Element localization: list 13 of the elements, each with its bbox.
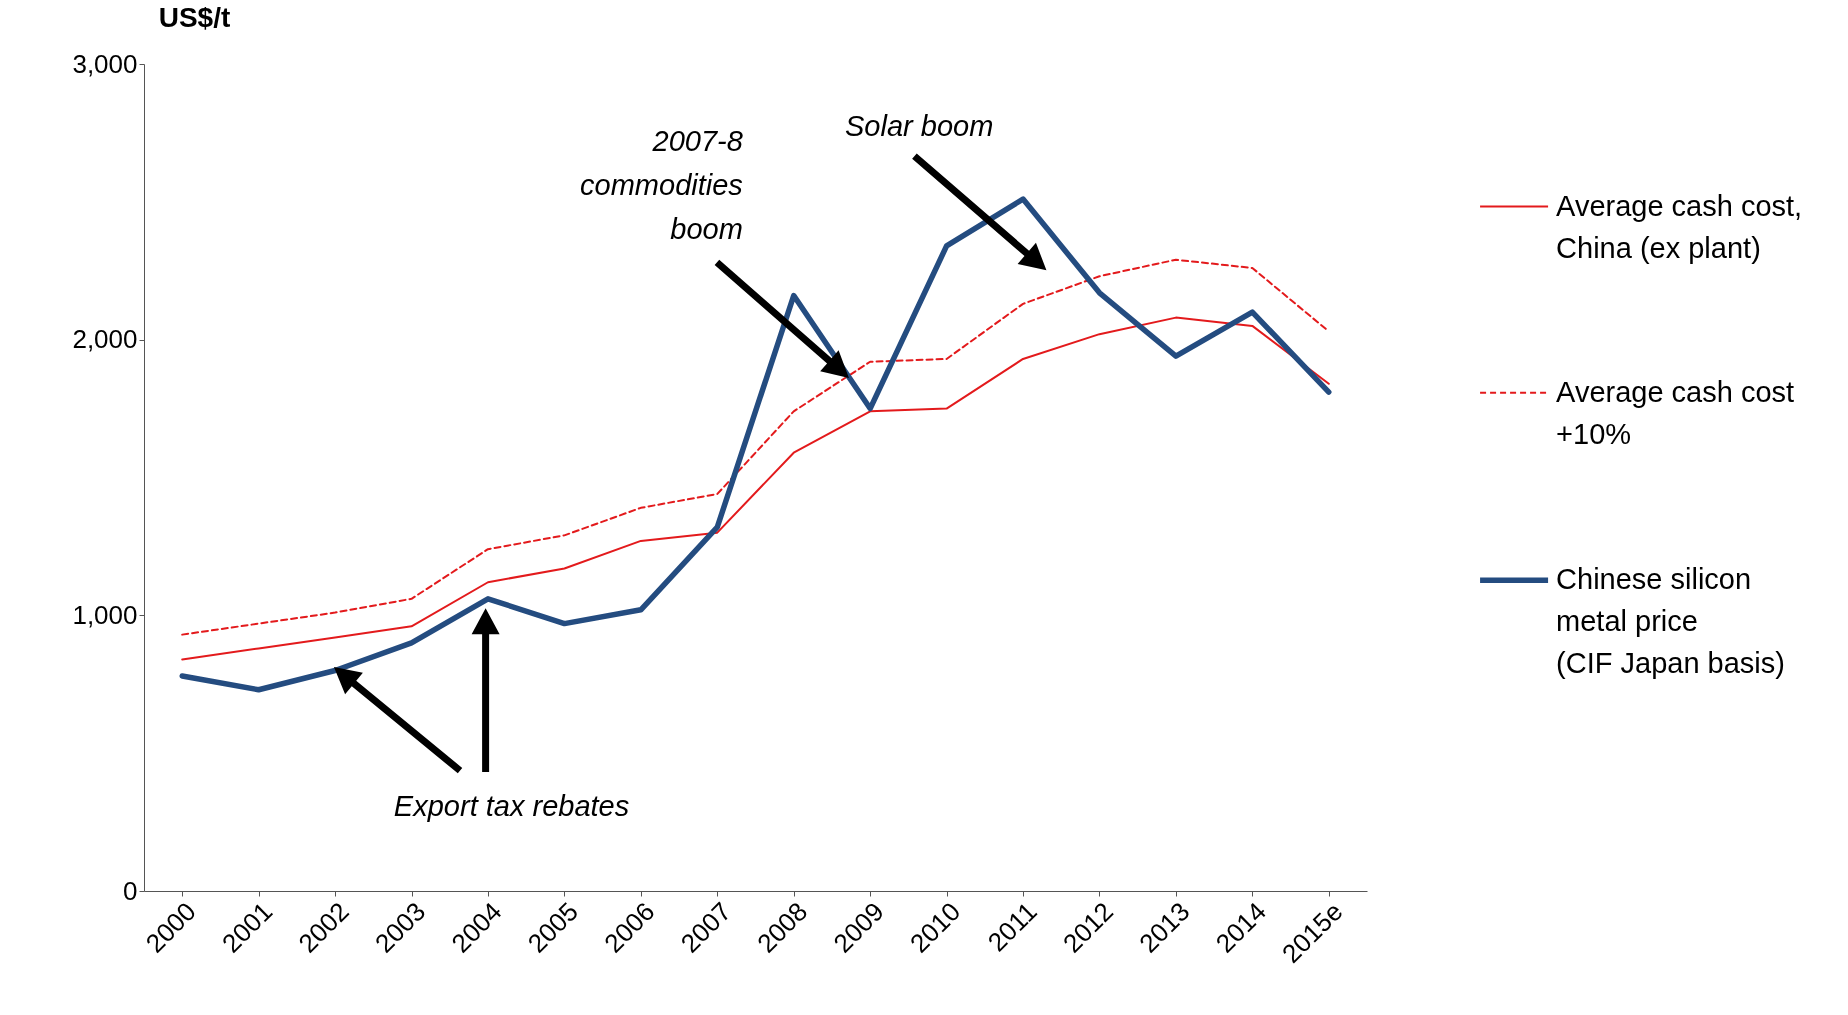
legend-label: Average cash cost +10% bbox=[1556, 375, 1795, 450]
y-tick-label: 1,000 bbox=[72, 599, 138, 630]
y-tick-label: 2,000 bbox=[72, 324, 138, 355]
line-series bbox=[181, 258, 1330, 636]
y-tick-label: 3,000 bbox=[72, 48, 138, 79]
y-tick-label: 0 bbox=[123, 875, 138, 906]
y-axis-title: US$/t bbox=[158, 1, 231, 33]
legend-label: Average cash cost, China (ex plant) bbox=[1556, 189, 1803, 264]
annotation: 2007-8 commodities boom bbox=[580, 125, 743, 246]
legend-label: Chinese silicon metal price (CIF Japan basis) bbox=[1556, 563, 1785, 680]
annotation: Export tax rebates bbox=[393, 790, 630, 823]
annotation: Solar boom bbox=[844, 109, 994, 142]
line-series bbox=[181, 316, 1330, 661]
